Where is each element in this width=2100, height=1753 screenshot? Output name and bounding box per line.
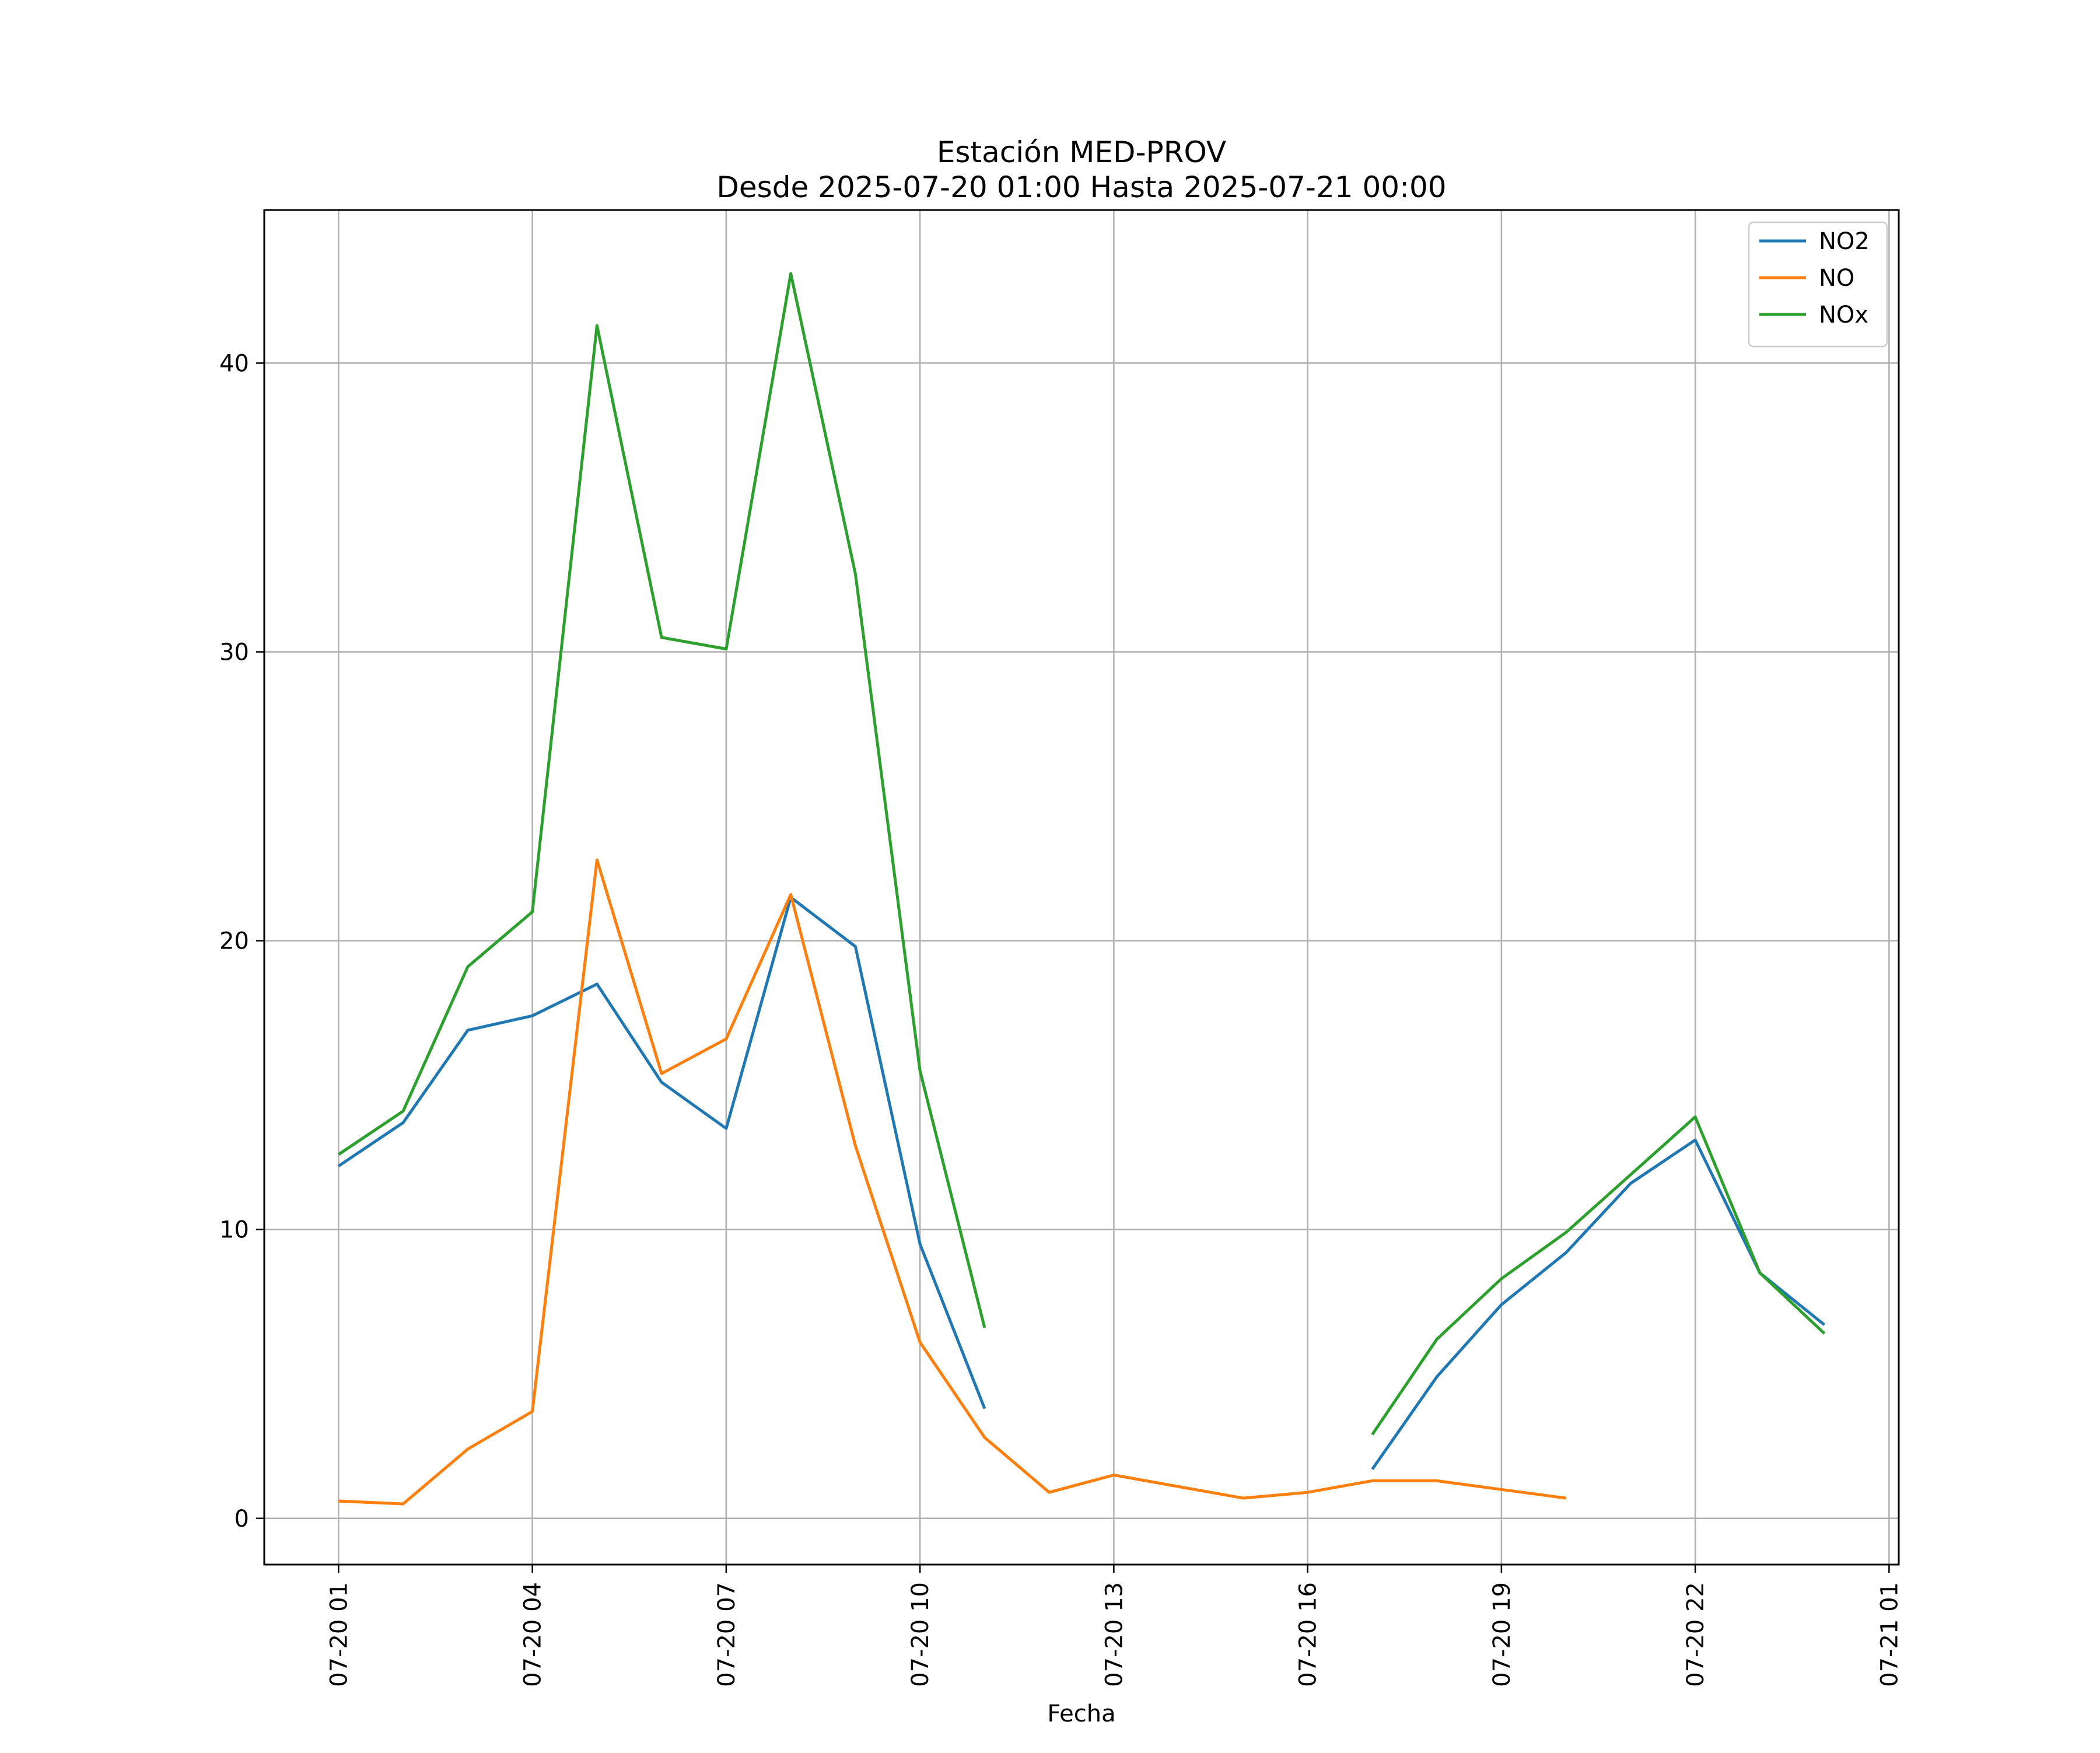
x-tick-label: 07-20 16	[1295, 1582, 1322, 1687]
legend-label-no2: NO2	[1819, 228, 1870, 255]
y-tick-label: 10	[219, 1217, 249, 1244]
y-tick-label: 0	[235, 1506, 249, 1532]
series-line-no2	[338, 895, 986, 1409]
x-tick-label: 07-20 22	[1682, 1582, 1709, 1687]
chart-title: Estación MED-PROV	[937, 135, 1226, 169]
x-tick-label: 07-20 13	[1101, 1582, 1128, 1687]
plot-frame	[263, 209, 1900, 1566]
x-tick-label: 07-20 19	[1489, 1582, 1516, 1687]
legend-label-nox: NOx	[1819, 302, 1868, 328]
x-axis-label: Fecha	[1047, 1700, 1115, 1727]
x-tick-label: 07-20 01	[326, 1582, 352, 1687]
y-axis-ticks: 0 10 20 30 40	[219, 350, 264, 1532]
series-line-no	[338, 858, 1566, 1506]
x-tick-label: 07-20 07	[713, 1582, 740, 1687]
x-axis-ticks: 07-20 01 07-20 04 07-20 07 07-20 10 07-20 13…	[326, 1565, 1903, 1687]
series-line-nox	[1371, 1115, 1826, 1436]
series-lines	[338, 272, 1826, 1506]
y-tick-label: 20	[219, 928, 249, 955]
x-tick-label: 07-21 01	[1876, 1582, 1903, 1687]
y-tick-label: 30	[219, 639, 249, 666]
chart-subtitle: Desde 2025-07-20 01:00 Hasta 2025-07-21 …	[716, 170, 1446, 204]
legend: NO2 NO NOx	[1748, 221, 1888, 348]
series-line-no2	[1371, 1138, 1826, 1471]
grid-lines	[264, 210, 1899, 1565]
y-tick-label: 40	[219, 350, 249, 377]
legend-label-no: NO	[1819, 265, 1854, 292]
series-line-nox	[338, 272, 986, 1328]
x-tick-label: 07-20 10	[907, 1582, 934, 1687]
x-tick-label: 07-20 04	[520, 1582, 547, 1687]
